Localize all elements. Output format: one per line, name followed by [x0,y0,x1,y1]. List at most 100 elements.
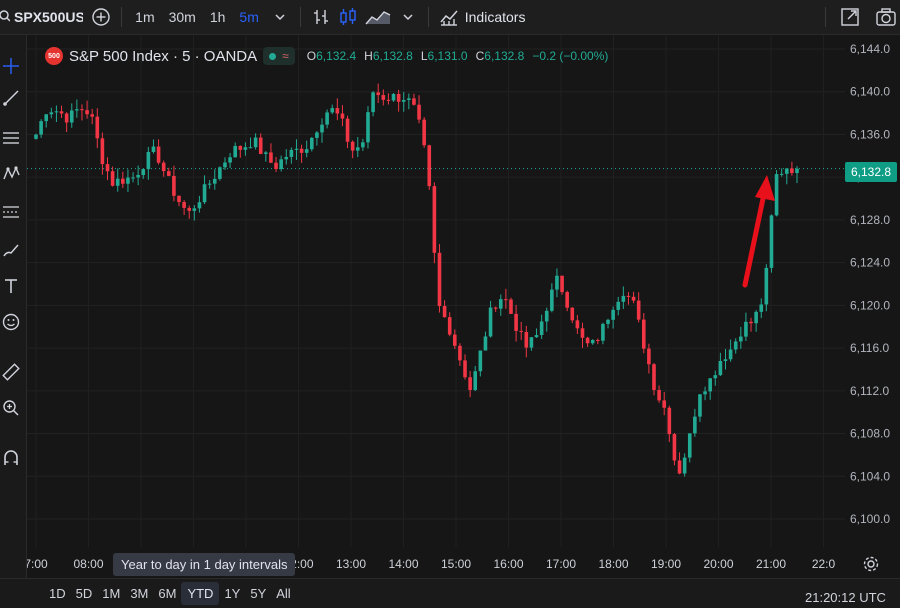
candle-body [192,208,197,211]
candle-body [682,457,687,474]
compare-button[interactable] [87,0,115,34]
range-5y[interactable]: 5Y [250,586,267,601]
candle-body [764,267,769,305]
range-5d[interactable]: 5D [75,586,93,601]
pattern-tool-icon[interactable] [0,163,22,185]
brush-icon[interactable] [0,239,22,261]
crosshair-icon[interactable] [0,55,22,77]
candle-body [534,334,539,338]
candle-body [641,319,646,349]
snapshot-button[interactable] [872,0,900,34]
timeframe-30m[interactable]: 30m [168,9,196,25]
utc-clock[interactable]: 21:20:12 UTC [805,590,886,605]
candle-body [309,137,314,150]
symbol-search[interactable]: SPX500US [0,0,83,34]
indicators-label: Indicators [464,9,526,25]
zoom-in-icon[interactable] [0,397,22,419]
candle-body [166,171,171,176]
candle-body [202,184,207,203]
candle-body [504,299,508,301]
timeframe-1m[interactable]: 1m [135,9,155,25]
fullscreen-button[interactable] [836,0,864,34]
trend-line-icon[interactable] [0,87,22,109]
magnet-icon[interactable] [0,447,22,469]
top-toolbar: SPX500US 1m 30m 1h 5m Indicators [0,0,900,35]
range-6m[interactable]: 6M [158,586,177,601]
candle-body [131,177,135,179]
fib-tool-icon[interactable] [0,201,22,223]
candle-body [361,142,365,148]
wave-icon: ≈ [282,49,289,63]
ohlc-change: −0.2 (−0.00%) [532,49,609,63]
candle-body [667,407,672,435]
horizontal-lines-icon[interactable] [0,127,22,149]
time-tick-label: 20:00 [703,557,733,571]
divider [427,7,429,27]
emoji-icon[interactable] [0,311,22,333]
range-1d[interactable]: 1D [49,586,66,601]
candle-body [177,195,181,203]
area-chart-type-button[interactable] [362,0,394,34]
candle-body [580,328,585,338]
candle-body [636,300,641,320]
candlestick-chart[interactable] [27,35,845,547]
range-all[interactable]: All [276,586,291,601]
candle-body [412,98,416,105]
candle-body [417,104,421,120]
candle-body [509,299,513,314]
candle-body [279,159,283,170]
chart-pane[interactable] [27,35,845,547]
bar-chart-type-button[interactable] [307,0,335,34]
divider [825,7,827,27]
candle-body [575,320,580,329]
candle-body [759,304,764,312]
candle-body [197,202,202,209]
candle-body [335,108,340,114]
divider [121,7,123,27]
candles-icon [340,8,357,25]
candle-body [744,321,748,337]
timeframe-5m[interactable]: 5m [239,9,259,25]
candle-body [75,109,79,111]
price-axis[interactable]: 6,144.06,140.06,136.06,132.06,128.06,124… [845,35,900,547]
current-price-tag: 6,132.8 [845,162,897,182]
gear-icon [863,556,879,572]
candle-body [422,119,426,146]
candle-body [228,157,232,163]
time-tick-label: 08:00 [73,557,103,571]
price-tick-label: 6,136.0 [850,127,890,141]
status-pill[interactable]: ≈ [263,47,295,65]
ruler-icon[interactable] [0,361,22,383]
chart-type-dropdown[interactable] [394,0,422,34]
candle-body [269,152,273,163]
candle-body [110,171,115,186]
timeframe-1h[interactable]: 1h [209,9,226,25]
area-chart-icon [365,11,391,25]
chart-settings-button[interactable] [862,555,880,578]
candle-body [105,164,110,172]
price-tick-label: 6,108.0 [850,427,890,441]
indicators-button[interactable]: Indicators [435,0,526,34]
candle-body [662,400,667,408]
candle-body [187,207,192,211]
bottom-toolbar: 1D 5D 1M 3M 6M YTD 1Y 5Y All [0,578,900,608]
candle-body [483,336,488,351]
range-ytd[interactable]: YTD [181,582,220,605]
range-3m[interactable]: 3M [130,586,149,601]
candles-chart-type-button[interactable] [334,0,362,34]
candle-body [126,177,130,184]
candle-body [784,168,789,174]
time-tick-label: 16:00 [493,557,523,571]
candle-body [218,167,222,179]
candle-body [243,147,248,150]
candle-body [294,148,299,150]
candle-body [381,95,386,100]
range-1m[interactable]: 1M [102,586,121,601]
text-tool-icon[interactable] [0,275,22,297]
timeframe-dropdown[interactable] [266,0,294,34]
legend-title[interactable]: S&P 500 Index · 5 · OANDA [69,47,258,65]
range-1y[interactable]: 1Y [224,586,241,601]
candle-body [44,114,49,122]
candle-body [601,323,605,341]
candle-body [616,301,621,310]
